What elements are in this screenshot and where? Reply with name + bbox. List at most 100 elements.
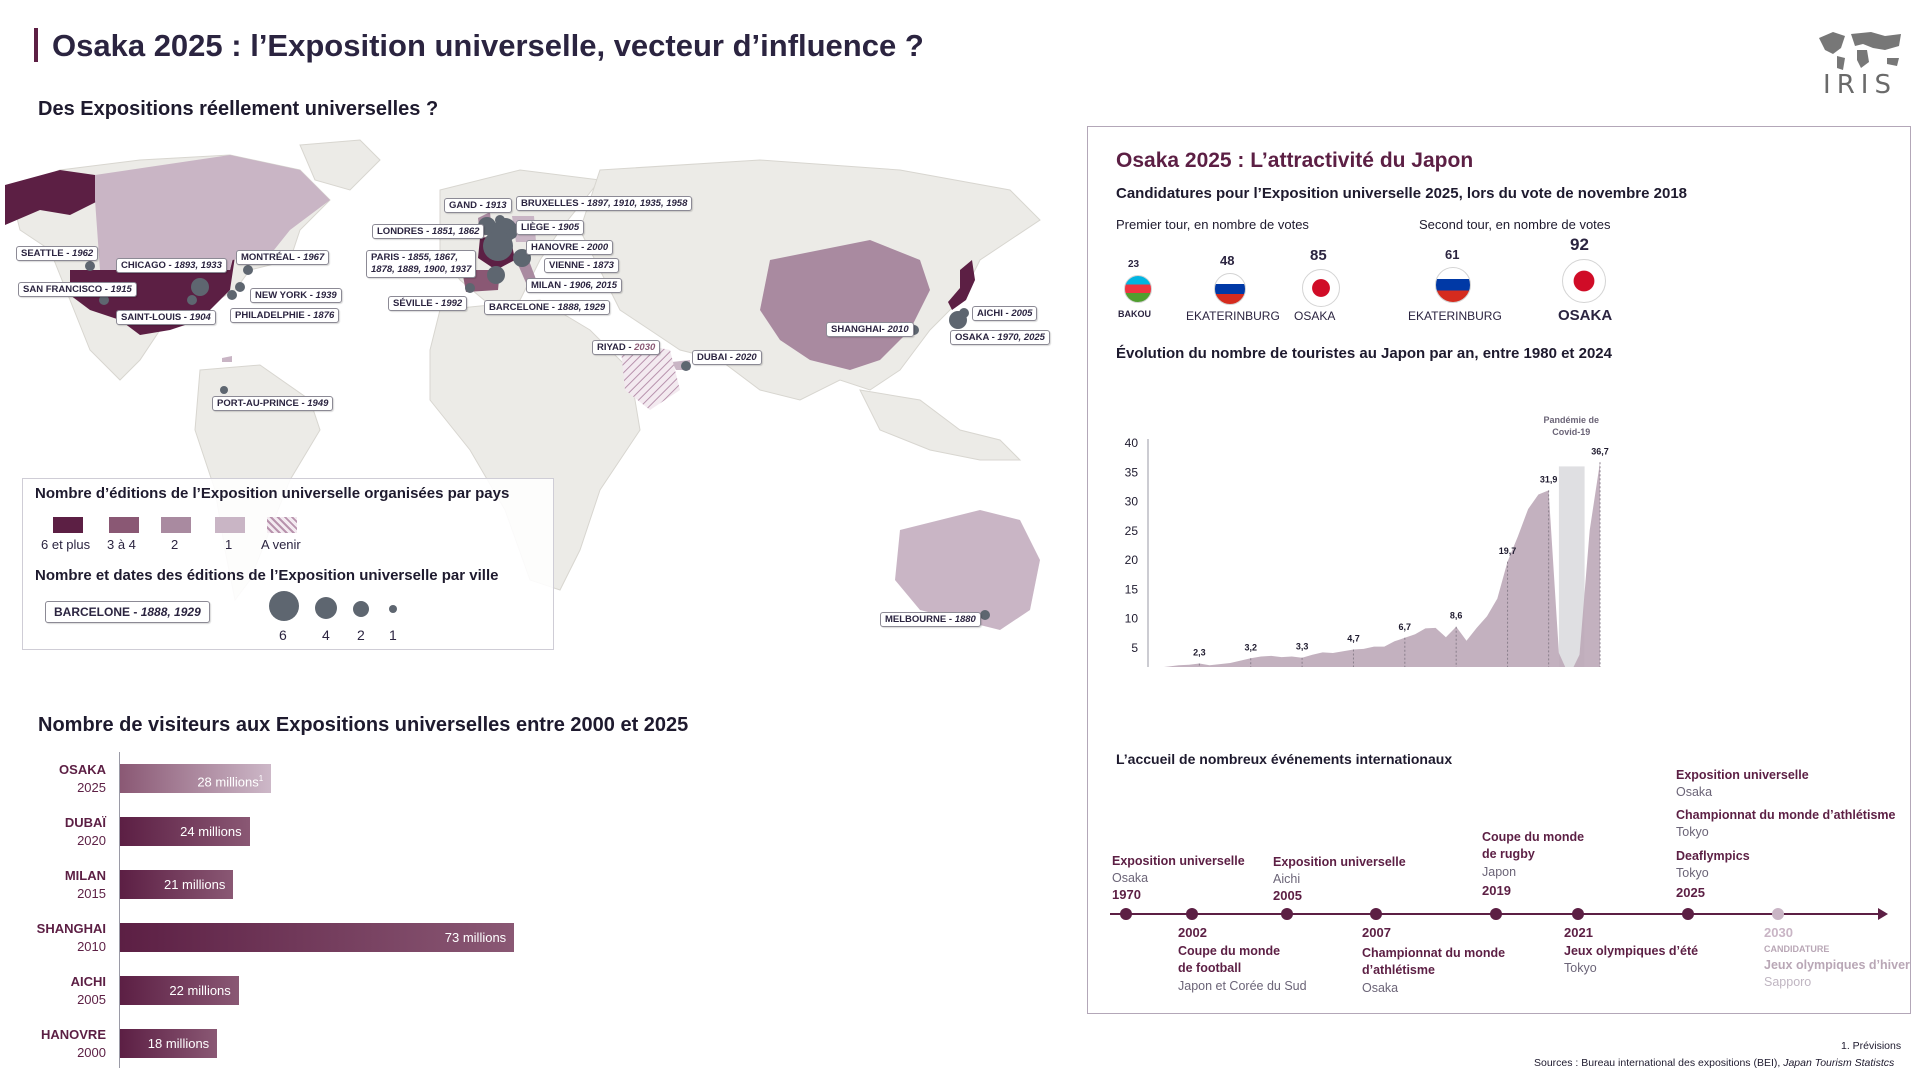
city-label-vienne: VIENNE - 1873 [544,258,619,273]
legend-bubble-2 [353,601,369,617]
tourism-data-label: 3,3 [1296,642,1309,652]
round2-label: Second tour, en nombre de votes [1419,217,1611,232]
bubble-seattle [85,261,95,271]
bubble-liege [507,229,517,239]
legend-label-2: 2 [171,537,179,552]
legend-label-1: 1 [225,537,233,552]
visitors-year-label: 2015 [77,886,106,901]
timeline-dot-2030 [1772,908,1784,920]
country-canada [95,155,330,270]
city-label-riyad: RIYAD - 2030 [592,340,661,355]
legend-bubble-4 [315,597,337,619]
bubble-stlouis [187,295,197,305]
tourism-y-tick: 25 [1125,524,1139,538]
visitors-year-label: 2000 [77,1045,106,1060]
visitors-title: Nombre de visiteurs aux Expositions univ… [38,714,689,736]
event-2030-tag: CANDIDATURE [1764,944,1830,954]
legend-bubble-1 [389,605,397,613]
city-label-seville: SÉVILLE - 1992 [388,296,468,311]
country-haiti [222,356,232,362]
city-ekaterinburg-r2: EKATERINBURG [1408,309,1502,323]
timeline-dot-2021 [1572,908,1584,920]
city-label-port-au-prince: PORT-AU-PRINCE - 1949 [212,396,334,411]
city-label-philadelphie: PHILADELPHIE - 1876 [230,308,340,323]
event-2007-title: Championnat du monde d’athlétisme [1362,946,1506,977]
visitors-axis [119,752,120,1068]
event-2030-year: 2030 [1764,925,1793,940]
event-2030-title: Jeux olympiques d’hiver [1764,958,1910,972]
land-greenland [299,139,381,191]
tourism-data-label: 8,6 [1450,611,1463,621]
flag-japan-icon [1562,259,1606,303]
legend-label-6plus: 6 et plus [41,537,91,552]
bubble-sf [99,295,109,305]
event-2021-year: 2021 [1564,925,1593,940]
event-2007-year: 2007 [1362,925,1391,940]
country-china [760,240,930,370]
event-2025-year: 2025 [1676,885,1705,900]
event-2002-title: Coupe du monde de football [1178,944,1281,975]
legend-bubble-label-6: 6 [279,627,287,643]
tourism-data-label: 3,2 [1244,642,1257,652]
bubble-seville [465,283,475,293]
event-2030-place: Sapporo [1764,975,1812,989]
timeline-dot-2005 [1281,908,1293,920]
timeline-dot-2007 [1370,908,1382,920]
visitors-bar: 22 millions [120,976,239,1005]
country-alaska [5,170,100,225]
event-2007-place: Osaka [1362,981,1399,995]
city-osaka-r2: OSAKA [1558,307,1613,324]
footnote-marker: 1 [258,774,264,783]
legend-swatch-6plus [53,517,83,533]
country-saudi [620,340,680,410]
tourism-data-label: 2,3 [1193,648,1206,658]
event-2005-place: Aichi [1273,872,1301,886]
votes-ekaterinburg-r1: 48 [1220,253,1235,268]
event-2019-title: Coupe du monde de rugby [1482,830,1585,861]
visitors-year-label: 2005 [77,992,106,1007]
visitors-city-label: HANOVRE [40,1027,106,1042]
event-2019-place: Japon [1482,865,1517,879]
tourism-y-tick: 20 [1125,553,1139,567]
city-ekaterinburg-r1: EKATERINBURG [1186,309,1280,323]
event-2005-title: Exposition universelle [1273,855,1406,869]
visitors-bar: 73 millions [120,923,515,952]
legend-title-cities: Nombre et dates des éditions de l’Exposi… [35,567,499,584]
legend-label-upcoming: A venir [261,537,301,552]
tourism-data-label: 31,9 [1540,474,1558,484]
title-accent-bar [34,28,38,62]
footnote: 1. Prévisions [1841,1040,1902,1052]
visitors-city-label: SHANGHAI [36,921,106,936]
tourism-data-label: 4,7 [1347,634,1360,644]
legend-example-city: BARCELONE - 1888, 1929 [45,601,210,623]
round1-label: Premier tour, en nombre de votes [1116,217,1309,232]
bubble-philadelphie [227,290,237,300]
event-2021-title: Jeux olympiques d’été [1564,944,1699,958]
japan-attractiveness-panel: Osaka 2025 : L’attractivité du Japon Can… [1087,126,1911,1014]
land-africa [429,299,641,591]
city-label-liege: LIÈGE - 1905 [516,220,585,235]
visitors-year-label: 2025 [77,780,106,795]
timeline-dot-2002 [1186,908,1198,920]
country-usa [70,230,236,335]
city-osaka-r1: OSAKA [1294,309,1336,323]
timeline-dot-2025 [1682,908,1694,920]
tourism-y-tick: 30 [1125,495,1139,509]
tourism-data-label: 6,7 [1399,622,1412,632]
city-label-san-francisco: SAN FRANCISCO - 1915 [18,282,137,297]
land-southeast-asia [859,389,1022,461]
city-label-aichi: AICHI - 2005 [972,306,1038,321]
event-2002-place: Japon et Corée du Sud [1178,979,1307,993]
legend-swatch-3to4 [109,517,139,533]
legend-swatch-upcoming [267,517,297,533]
city-label-barcelone: BARCELONE - 1888, 1929 [484,300,611,315]
bubble-barcelone [487,266,505,284]
bubble-montreal [243,265,253,275]
visitors-city-label: OSAKA [59,762,106,777]
legend-swatch-2 [161,517,191,533]
event-1970-title: Exposition universelle [1112,854,1245,868]
visitors-year-label: 2010 [77,939,106,954]
votes-bakou: 23 [1128,259,1140,270]
timeline-arrow-icon [1878,908,1888,920]
city-label-new-york: NEW YORK - 1939 [250,288,342,303]
